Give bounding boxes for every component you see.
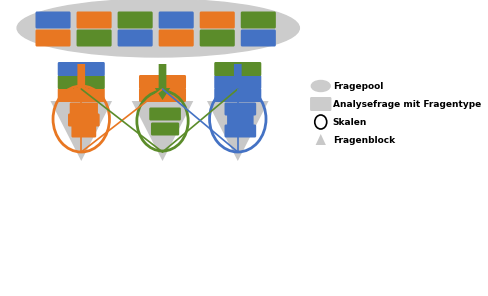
Text: Analysefrage mit Fragentype: Analysefrage mit Fragentype (332, 99, 480, 109)
FancyBboxPatch shape (36, 30, 70, 46)
Polygon shape (131, 101, 193, 161)
FancyBboxPatch shape (158, 30, 193, 46)
FancyBboxPatch shape (240, 30, 275, 46)
Text: Fragenblock: Fragenblock (332, 136, 394, 144)
FancyBboxPatch shape (77, 30, 111, 46)
FancyBboxPatch shape (71, 125, 96, 138)
Polygon shape (206, 101, 268, 161)
FancyBboxPatch shape (118, 12, 152, 28)
FancyArrow shape (73, 64, 89, 100)
Polygon shape (315, 134, 325, 145)
FancyBboxPatch shape (214, 75, 261, 89)
FancyBboxPatch shape (58, 62, 104, 76)
FancyBboxPatch shape (214, 62, 261, 76)
FancyBboxPatch shape (226, 113, 253, 126)
Ellipse shape (311, 81, 329, 91)
FancyBboxPatch shape (36, 12, 70, 28)
FancyBboxPatch shape (68, 113, 100, 126)
FancyBboxPatch shape (214, 88, 261, 102)
FancyBboxPatch shape (149, 107, 181, 120)
Text: Fragepool: Fragepool (332, 81, 382, 91)
Polygon shape (50, 101, 112, 161)
Text: Skalen: Skalen (332, 118, 366, 126)
FancyBboxPatch shape (240, 12, 275, 28)
FancyBboxPatch shape (199, 12, 234, 28)
FancyBboxPatch shape (224, 102, 256, 115)
FancyBboxPatch shape (70, 102, 98, 115)
FancyBboxPatch shape (224, 125, 256, 138)
FancyBboxPatch shape (118, 30, 152, 46)
FancyBboxPatch shape (309, 97, 331, 111)
FancyBboxPatch shape (139, 88, 185, 102)
FancyBboxPatch shape (199, 30, 234, 46)
FancyBboxPatch shape (151, 123, 179, 136)
FancyBboxPatch shape (77, 12, 111, 28)
FancyArrow shape (230, 64, 245, 100)
FancyBboxPatch shape (58, 75, 104, 89)
Ellipse shape (17, 0, 299, 57)
FancyBboxPatch shape (139, 75, 185, 89)
FancyArrow shape (155, 64, 170, 100)
FancyBboxPatch shape (58, 88, 104, 102)
FancyBboxPatch shape (158, 12, 193, 28)
